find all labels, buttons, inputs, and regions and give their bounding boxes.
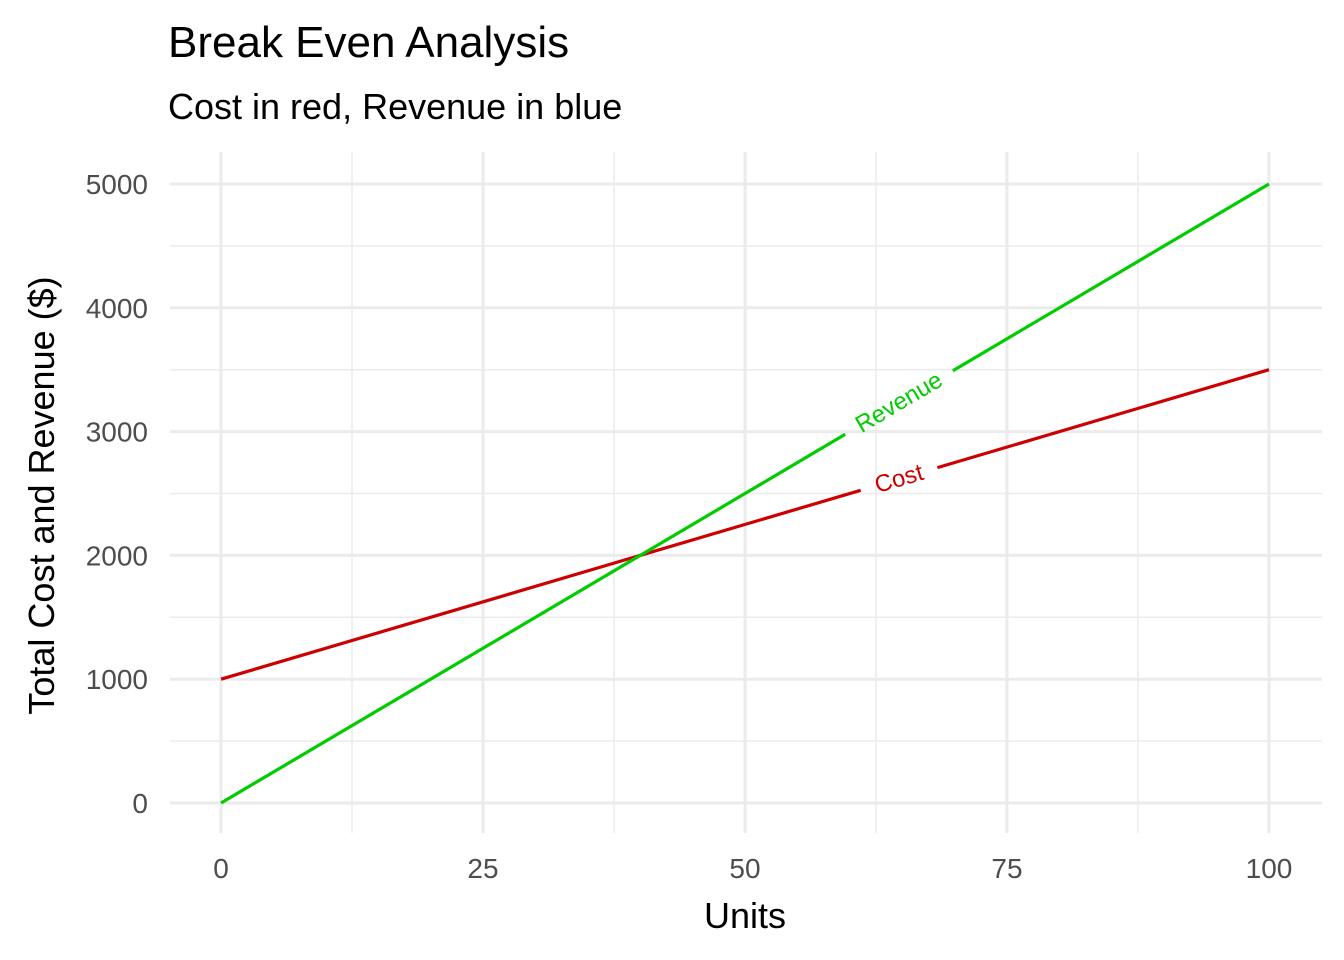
series-line-cost (936, 368, 1270, 470)
x-tick-label: 75 (991, 853, 1022, 884)
x-tick-label: 100 (1246, 853, 1293, 884)
y-tick-label: 2000 (86, 540, 148, 571)
y-tick-labels: 0 1000 2000 3000 4000 5000 (86, 169, 148, 819)
x-tick-label: 50 (729, 853, 760, 884)
y-tick-label: 4000 (86, 293, 148, 324)
series-line-revenue (220, 432, 847, 805)
x-tick-label: 25 (467, 853, 498, 884)
series-line-cost (220, 488, 862, 681)
x-axis-title: Units (704, 895, 786, 936)
chart-subtitle: Cost in red, Revenue in blue (168, 86, 623, 127)
series-line-revenue (952, 182, 1270, 373)
x-tick-label: 0 (213, 853, 229, 884)
y-tick-label: 1000 (86, 664, 148, 695)
y-axis-title: Total Cost and Revenue ($) (21, 276, 62, 714)
chart-title: Break Even Analysis (168, 18, 570, 67)
series-label-revenue: Revenue (851, 366, 947, 438)
y-tick-label: 3000 (86, 417, 148, 448)
y-tick-label: 0 (132, 788, 148, 819)
x-tick-labels: 0 25 50 75 100 (213, 853, 1292, 884)
y-tick-label: 5000 (86, 169, 148, 200)
